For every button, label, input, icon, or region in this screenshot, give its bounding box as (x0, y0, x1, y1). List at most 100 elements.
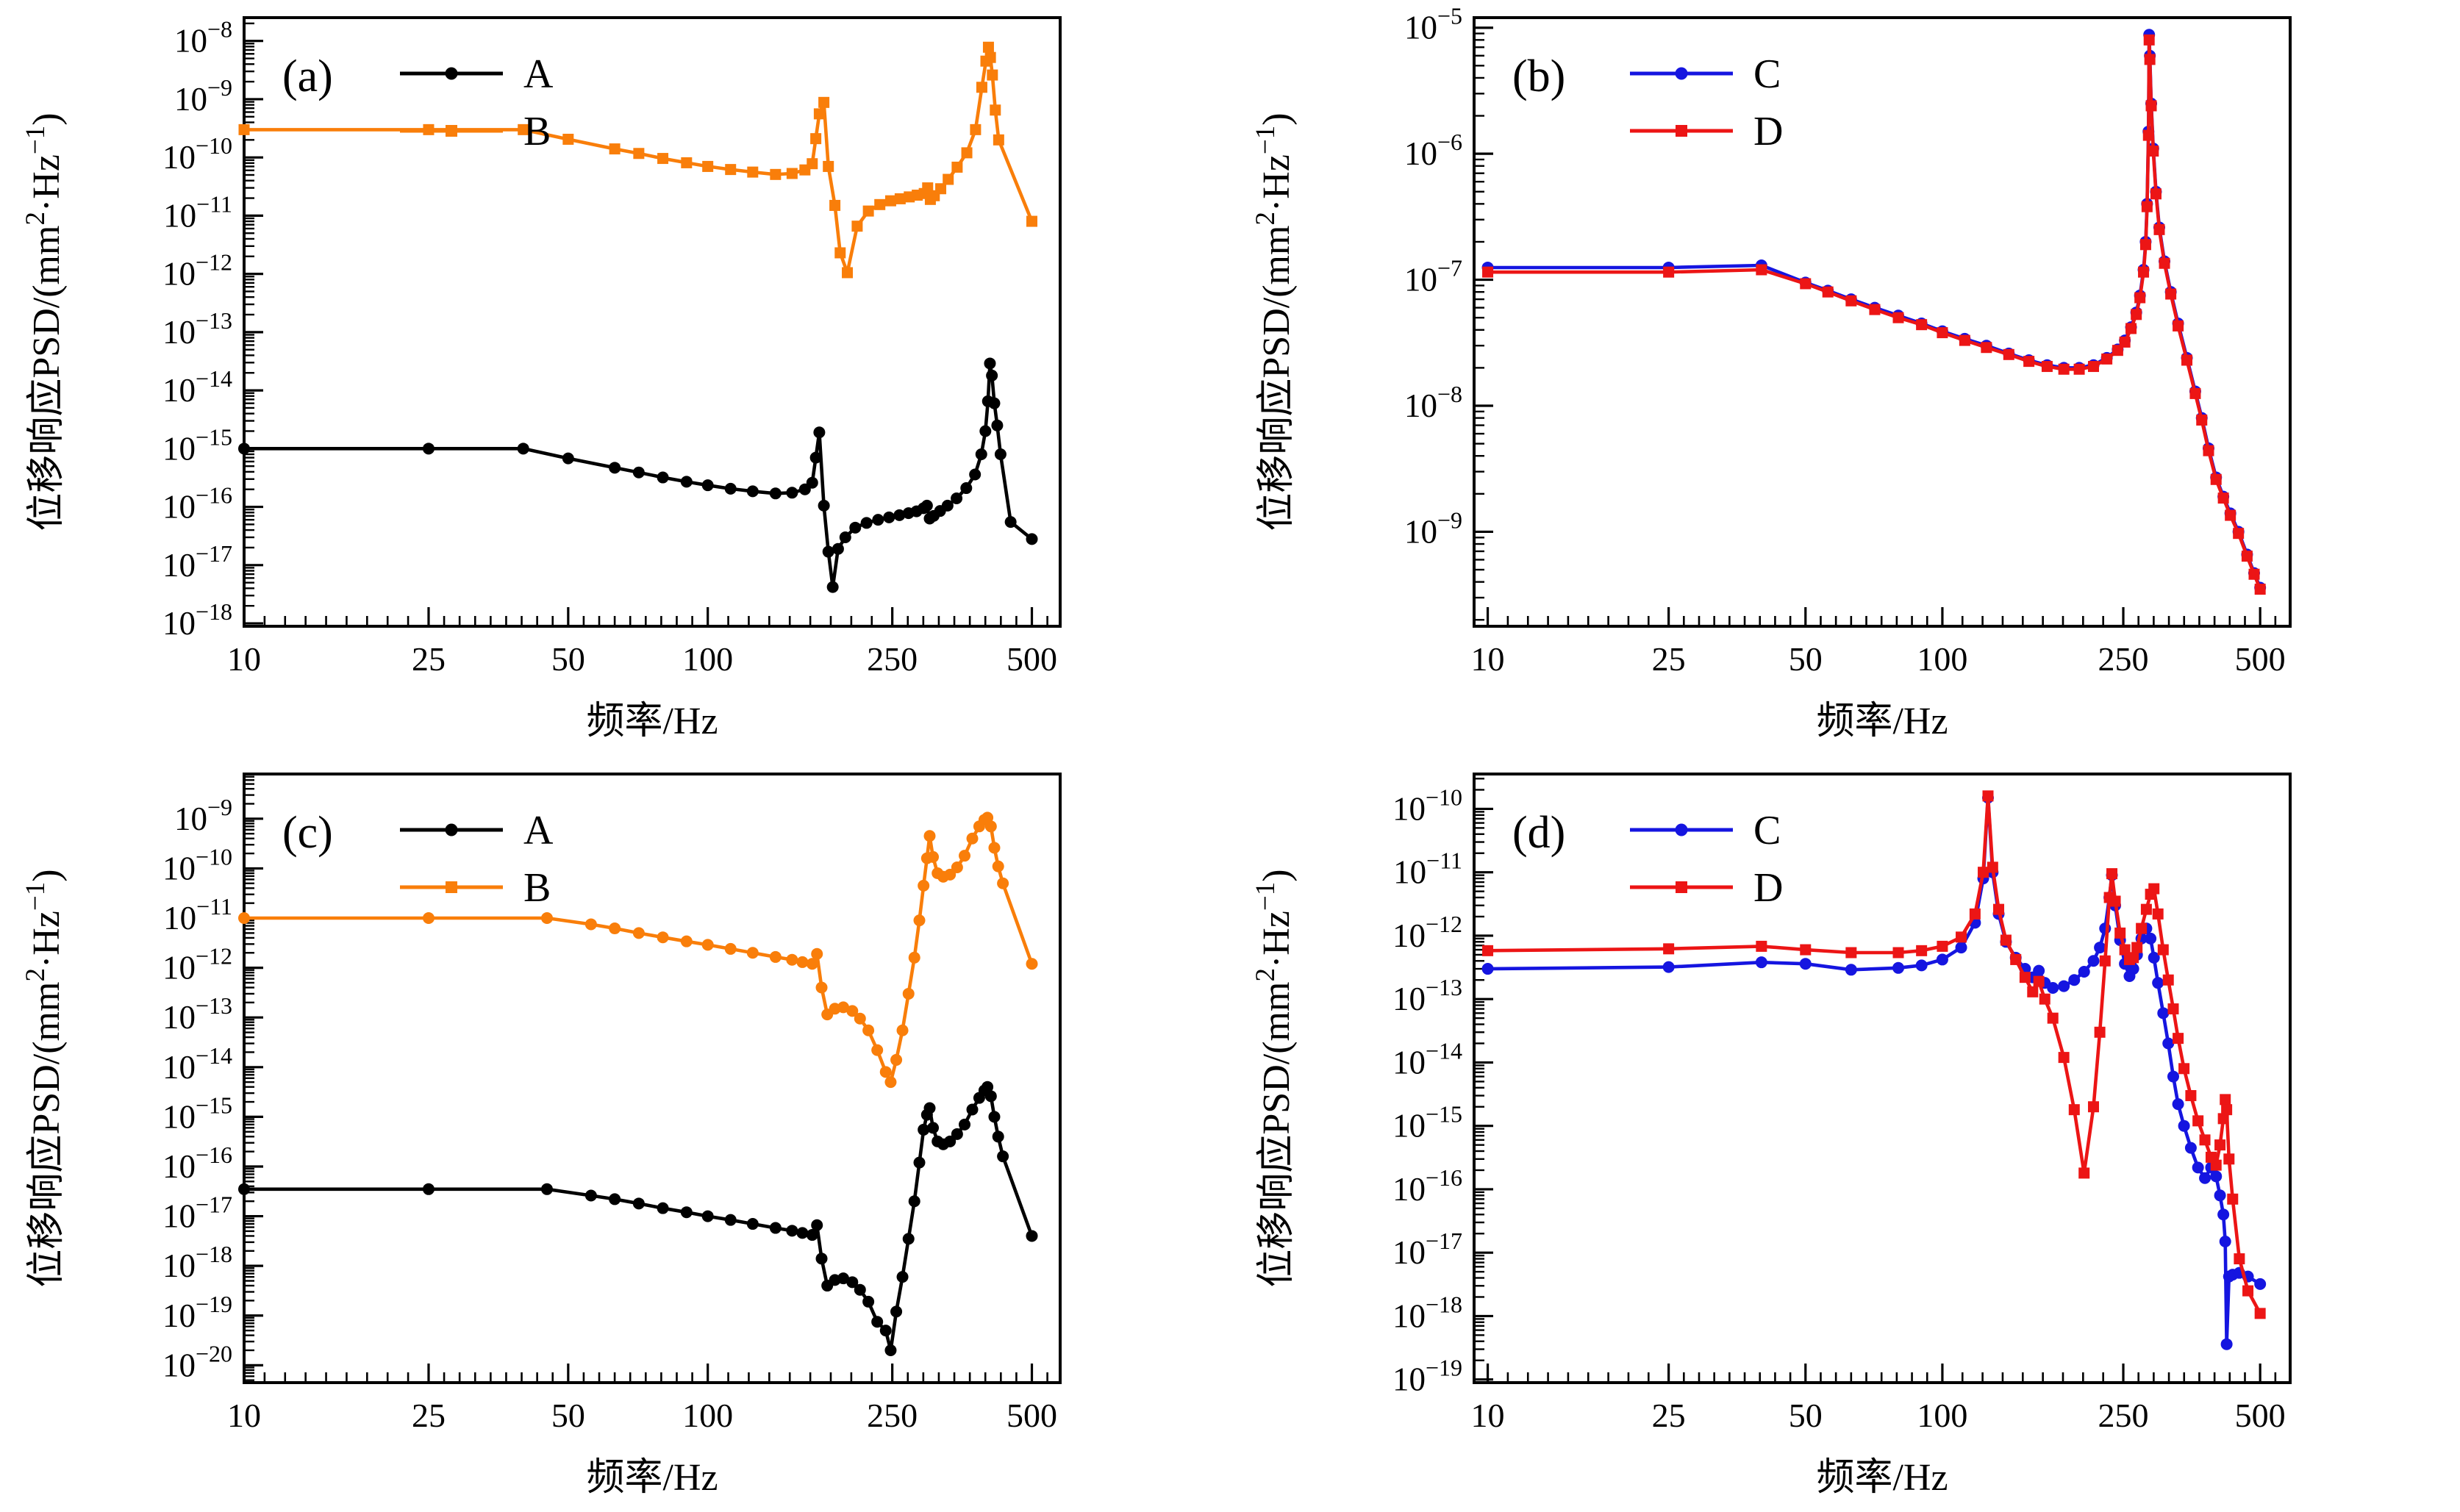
panel-tag: (c) (282, 808, 333, 858)
data-point (796, 956, 809, 968)
data-point (2087, 955, 2100, 967)
data-point (517, 443, 529, 455)
y-tick-label: 10−10 (1392, 784, 1462, 827)
data-point (944, 1135, 957, 1147)
data-point (2039, 993, 2050, 1005)
legend-label: A (523, 808, 554, 853)
x-tick-label: 100 (1917, 1397, 1967, 1434)
data-point (2150, 188, 2162, 200)
data-point (990, 104, 1001, 116)
data-point (701, 479, 714, 492)
legend-label: C (1753, 808, 1781, 853)
x-tick-label: 500 (2235, 640, 2286, 678)
series-B-markers (238, 811, 1038, 1089)
x-tick-label: 50 (551, 1397, 585, 1434)
data-point (632, 927, 645, 939)
y-tick-label: 10−13 (162, 307, 232, 351)
data-point (1978, 867, 1989, 878)
x-tick-label: 250 (2098, 640, 2149, 678)
data-point (902, 987, 915, 1000)
data-point (823, 160, 834, 172)
panel-tag: (a) (282, 51, 333, 101)
data-point (890, 1305, 903, 1318)
data-point (2157, 1007, 2170, 1020)
data-point (960, 482, 973, 495)
data-point (2099, 955, 2111, 967)
data-point (2181, 354, 2193, 366)
data-point (883, 511, 895, 523)
data-point (746, 1218, 759, 1230)
y-tick-label: 10−19 (162, 1291, 232, 1334)
data-point (2184, 1142, 2197, 1154)
data-point (584, 918, 597, 931)
series-D-line (1486, 794, 2262, 1316)
data-point (951, 161, 963, 173)
data-point (2145, 932, 2157, 945)
x-tick-label: 10 (227, 640, 261, 678)
data-point (681, 157, 693, 168)
data-point (2217, 492, 2229, 504)
data-point (951, 1128, 963, 1140)
y-tick-label: 10−5 (1404, 3, 1462, 46)
y-tick-label: 10−9 (174, 794, 232, 837)
data-point (2088, 361, 2100, 373)
data-point (632, 466, 645, 479)
data-point (2199, 1172, 2212, 1184)
data-point (860, 517, 873, 529)
data-point (913, 914, 926, 927)
y-tick-label: 10−12 (162, 249, 232, 293)
data-point (966, 832, 979, 845)
data-point (2047, 1012, 2059, 1024)
axis-ticks (243, 775, 1048, 1383)
series-C (1481, 792, 2267, 1350)
x-tick-label: 50 (551, 640, 585, 678)
chart-c: 10 25 50 100 250 500 10−9 10−10 10−11 10−12 10−13 1… (21, 773, 1062, 1499)
data-point (747, 166, 759, 178)
data-point (2106, 868, 2118, 880)
data-point (2152, 908, 2164, 920)
data-point (927, 1122, 940, 1134)
x-tick-label: 500 (1006, 1397, 1057, 1434)
data-point (935, 183, 947, 195)
legend: AB (400, 51, 554, 154)
data-point (1756, 264, 1767, 276)
data-point (2148, 146, 2159, 157)
data-point (2210, 1159, 2222, 1171)
y-tick-label: 10−12 (1392, 911, 1462, 954)
data-point (2101, 353, 2113, 365)
data-point (2178, 1063, 2190, 1075)
data-point (724, 942, 737, 955)
y-tick-label: 10−14 (1392, 1037, 1462, 1081)
data-point (918, 1123, 930, 1136)
data-point (920, 499, 933, 512)
data-point (927, 850, 940, 863)
data-point (1800, 944, 1812, 956)
data-point (997, 877, 1009, 889)
panel-d: 10 25 50 100 250 500 10−10 10−11 10−12 10−13 10−14… (1230, 756, 2460, 1512)
data-point (813, 426, 826, 439)
data-point (2210, 1170, 2223, 1183)
data-point (918, 879, 930, 892)
data-point (1916, 319, 1928, 331)
data-point (1916, 945, 1928, 956)
legend-marker (1675, 823, 1688, 836)
legend-marker (1676, 881, 1687, 893)
legend-label: D (1753, 865, 1783, 911)
y-tick-label: 10−8 (1404, 381, 1462, 424)
y-axis-label: 位移响应PSD/(mm2·Hz−1) (1251, 112, 1298, 531)
plot-frame (243, 773, 1062, 1384)
series-A-markers (238, 357, 1038, 593)
y-tick-label: 10−10 (162, 843, 232, 886)
data-point (908, 1195, 920, 1208)
data-point (2027, 986, 2039, 997)
x-tick-label: 10 (1471, 1397, 1505, 1434)
data-point (871, 1316, 884, 1328)
data-point (2143, 34, 2155, 46)
data-point (2131, 309, 2142, 320)
data-point (657, 1202, 669, 1214)
y-axis-label: 位移响应PSD/(mm2·Hz−1) (1251, 869, 1298, 1287)
data-point (2145, 100, 2157, 112)
data-point (2223, 1153, 2235, 1165)
data-point (518, 123, 529, 135)
y-tick-label: 10−10 (162, 132, 232, 176)
